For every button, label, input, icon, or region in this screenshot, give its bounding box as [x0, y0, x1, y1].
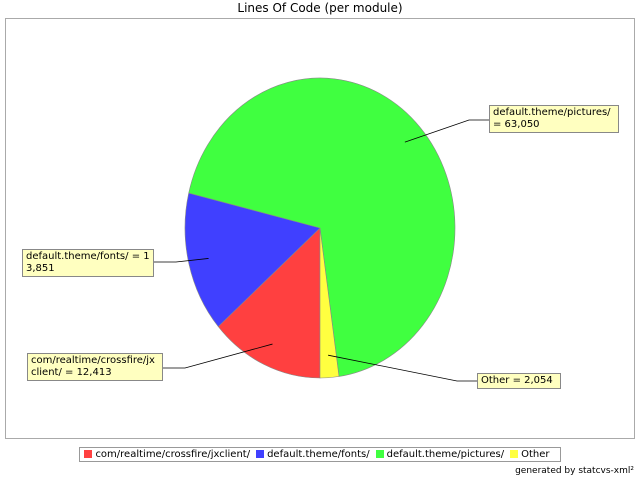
legend-label: com/realtime/crossfire/jxclient/	[95, 449, 251, 460]
footer: generated by statcvs-xml²	[515, 466, 634, 476]
legend-swatch	[375, 450, 384, 458]
slice-label: default.theme/fonts/ = 13,851	[22, 249, 154, 277]
legend-box: com/realtime/crossfire/jxclient/default.…	[79, 447, 561, 462]
legend-item: com/realtime/crossfire/jxclient/	[84, 449, 250, 460]
pie-slice	[184, 192, 321, 328]
legend: com/realtime/crossfire/jxclient/default.…	[0, 447, 640, 462]
leader-line	[155, 343, 273, 369]
leader-line	[146, 258, 209, 263]
leader-line	[328, 354, 477, 382]
chart-title: Lines Of Code (per module)	[237, 1, 403, 15]
legend-label: default.theme/fonts/	[267, 449, 370, 460]
legend-label: Other	[521, 449, 550, 460]
legend-item: default.theme/pictures/	[375, 449, 505, 460]
pie-slice	[217, 227, 321, 379]
legend-label: default.theme/pictures/	[386, 449, 505, 460]
legend-swatch	[510, 450, 519, 458]
legend-item: default.theme/fonts/	[256, 449, 370, 460]
slice-label: com/realtime/crossfire/jxclient/ = 12,41…	[27, 353, 163, 381]
legend-item: Other	[510, 449, 550, 460]
slice-label: default.theme/pictures/ = 63,050	[489, 105, 619, 133]
pie-slice	[188, 77, 456, 377]
slice-label: Other = 2,054	[477, 373, 561, 389]
legend-swatch	[84, 450, 93, 458]
legend-swatch	[256, 450, 265, 458]
leader-line	[404, 119, 489, 143]
pie-slice	[319, 227, 340, 379]
